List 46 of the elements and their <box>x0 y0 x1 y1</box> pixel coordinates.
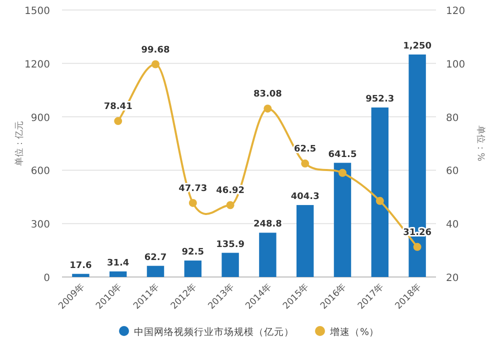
point <box>152 60 160 68</box>
y-tick-label: 1200 <box>24 59 50 70</box>
bar <box>184 260 202 277</box>
bar <box>146 266 164 277</box>
point <box>188 198 197 207</box>
data-label: 17.6 <box>70 260 92 271</box>
point <box>114 117 122 126</box>
y-tick-label: 1500 <box>24 6 50 17</box>
data-label: 404.3 <box>290 192 320 202</box>
bar <box>222 252 239 277</box>
data-label: 99.68 <box>141 45 170 56</box>
data-label: 92.5 <box>182 248 204 258</box>
data-label: 31.4 <box>106 258 130 268</box>
y-tick-label: 600 <box>30 166 50 178</box>
y-tick-label: 300 <box>30 220 50 231</box>
point <box>376 196 384 205</box>
y2-axis-title: 单位：% <box>475 126 486 162</box>
data-label: 135.9 <box>216 240 245 250</box>
point <box>301 160 310 168</box>
point <box>338 168 346 177</box>
legend-label: 中国网络视频行业市场规模（亿元） <box>134 326 294 338</box>
bar <box>334 162 352 277</box>
y-tick-label: 0 <box>44 273 50 284</box>
data-label: 952.3 <box>366 94 394 104</box>
y2-tick-label: 40 <box>446 220 459 231</box>
data-label: 62.7 <box>144 252 167 263</box>
data-label: 248.8 <box>253 220 282 230</box>
bar <box>72 274 90 277</box>
bar <box>259 232 276 277</box>
data-label: 1,250 <box>403 42 432 52</box>
data-label: 83.08 <box>253 90 282 100</box>
y2-tick-label: 20 <box>446 273 459 284</box>
y2-tick-label: 100 <box>446 59 466 70</box>
data-label: 641.5 <box>328 150 357 160</box>
point <box>226 201 234 210</box>
point <box>413 242 422 251</box>
y2-tick-label: 120 <box>446 6 466 17</box>
legend-label: 增速（%） <box>329 326 380 338</box>
point <box>264 104 272 113</box>
bar <box>296 205 314 277</box>
y2-tick-label: 60 <box>446 166 459 178</box>
y-axis-title: 单位：亿元 <box>14 121 25 166</box>
bar <box>110 271 127 277</box>
bar <box>371 107 388 277</box>
y2-tick-label: 80 <box>446 112 459 124</box>
y-tick-label: 900 <box>30 112 50 124</box>
